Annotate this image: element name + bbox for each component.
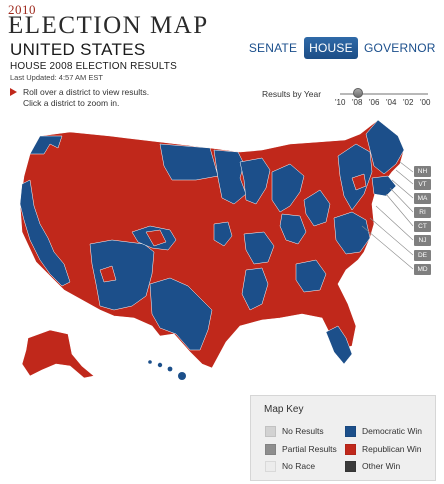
year-tick[interactable]: '08 (352, 98, 363, 107)
district-group-dem[interactable] (241, 267, 269, 311)
play-icon (10, 88, 17, 96)
map-key-title: Map Key (264, 404, 304, 415)
state-button-ri[interactable]: RI (414, 207, 431, 218)
last-updated: Last Updated: 4:57 AM EST (10, 73, 103, 82)
district-group-dem[interactable] (371, 175, 397, 197)
district-group-dem[interactable] (303, 189, 331, 227)
legend-swatch (265, 444, 276, 456)
year-tick[interactable]: '00 (420, 98, 431, 107)
race-subtitle: HOUSE 2008 ELECTION RESULTS (10, 61, 177, 72)
district-group-dem[interactable] (159, 143, 219, 181)
hawaii[interactable] (148, 360, 186, 380)
region-title: UNITED STATES (10, 40, 146, 59)
year-slider-label: Results by Year (262, 89, 322, 99)
district-group-dem[interactable] (295, 259, 327, 293)
small-state-leaders (361, 161, 414, 270)
state-button-nh[interactable]: NH (414, 166, 431, 177)
district-group-rep[interactable] (145, 229, 167, 247)
district-group-rep[interactable] (99, 265, 117, 283)
instruction-line-1: Roll over a district to view results. (23, 87, 150, 97)
app-title: ELECTION MAP (8, 12, 209, 39)
district-group-dem[interactable] (89, 239, 155, 311)
district-group-dem[interactable] (271, 163, 305, 213)
legend-swatch (345, 444, 356, 456)
legend-label: Democratic Win (362, 426, 422, 436)
legend-label: Republican Win (362, 444, 422, 454)
state-button-nj[interactable]: NJ (414, 235, 431, 246)
legend-item-partial-results: Partial Results (265, 443, 337, 457)
tab-senate[interactable]: SENATE (248, 41, 298, 55)
district-group-dem[interactable] (29, 135, 63, 155)
map-key: Map Key No Results Democratic Win Partia… (250, 395, 436, 481)
district-group-rep[interactable] (351, 173, 367, 191)
year-tick[interactable]: '04 (386, 98, 397, 107)
state-button-md[interactable]: MD (414, 264, 431, 275)
state-button-ma[interactable]: MA (414, 193, 431, 204)
year-slider-handle[interactable] (353, 88, 363, 98)
district-group-dem[interactable] (365, 119, 405, 175)
year-kicker: 2010 (8, 2, 36, 17)
year-slider-ticks: '10 '08 '06 '04 '02 '00 (335, 98, 435, 108)
legend-item-no-race: No Race (265, 460, 315, 474)
district-group-dem[interactable] (333, 211, 371, 255)
instructions: Roll over a district to view results. Cl… (10, 87, 200, 109)
district-group-dem[interactable] (19, 179, 71, 287)
state-button-vt[interactable]: VT (414, 179, 431, 190)
legend-label: No Results (282, 426, 324, 436)
year-tick[interactable]: '10 (335, 98, 346, 107)
district-group-dem[interactable] (239, 157, 271, 205)
legend-label: Other Win (362, 461, 401, 471)
year-slider-track[interactable] (340, 88, 428, 98)
district-group-dem[interactable] (243, 231, 275, 265)
district-group-dem[interactable] (325, 325, 353, 365)
legend-item-other-win: Other Win (345, 460, 400, 474)
state-button-de[interactable]: DE (414, 250, 431, 261)
state-button-ct[interactable]: CT (414, 221, 431, 232)
legend-swatch (345, 426, 356, 438)
tab-governor[interactable]: GOVERNOR (364, 41, 436, 55)
district-group-dem[interactable] (279, 213, 307, 245)
legend-label: No Race (282, 461, 316, 471)
legend-swatch (265, 426, 276, 438)
us-district-map[interactable] (0, 114, 444, 394)
district-group-dem[interactable] (213, 221, 233, 247)
year-tick[interactable]: '06 (369, 98, 380, 107)
alaska[interactable] (21, 329, 95, 379)
tab-house[interactable]: HOUSE (304, 37, 358, 59)
legend-item-no-results: No Results (265, 425, 324, 439)
legend-swatch (345, 461, 356, 473)
map-area[interactable]: NH VT MA RI CT NJ DE MD (0, 114, 444, 394)
legend-label: Partial Results (282, 444, 337, 454)
legend-item-democratic-win: Democratic Win (345, 425, 422, 439)
legend-swatch (265, 461, 276, 473)
legend-item-republican-win: Republican Win (345, 443, 422, 457)
district-group-dem[interactable] (149, 277, 213, 351)
instruction-line-2: Click a district to zoom in. (23, 98, 120, 108)
year-tick[interactable]: '02 (403, 98, 414, 107)
